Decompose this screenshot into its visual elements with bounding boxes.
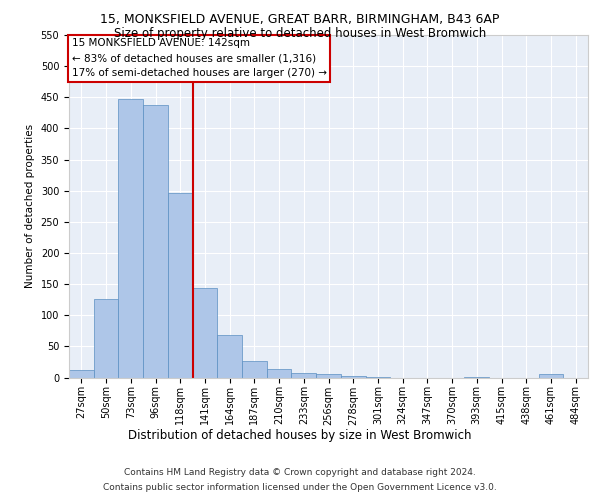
Bar bbox=[168, 192, 193, 378]
Text: 15 MONKSFIELD AVENUE: 142sqm
← 83% of detached houses are smaller (1,316)
17% of: 15 MONKSFIELD AVENUE: 142sqm ← 83% of de… bbox=[71, 38, 326, 78]
Text: 15, MONKSFIELD AVENUE, GREAT BARR, BIRMINGHAM, B43 6AP: 15, MONKSFIELD AVENUE, GREAT BARR, BIRMI… bbox=[100, 12, 500, 26]
Y-axis label: Number of detached properties: Number of detached properties bbox=[25, 124, 35, 288]
Bar bbox=[316, 374, 341, 378]
Text: Size of property relative to detached houses in West Bromwich: Size of property relative to detached ho… bbox=[114, 28, 486, 40]
Bar bbox=[365, 377, 390, 378]
Bar bbox=[292, 372, 316, 378]
Bar bbox=[217, 335, 242, 378]
Bar bbox=[143, 104, 168, 378]
Text: Contains HM Land Registry data © Crown copyright and database right 2024.: Contains HM Land Registry data © Crown c… bbox=[124, 468, 476, 477]
Bar bbox=[341, 376, 365, 378]
Bar bbox=[464, 377, 489, 378]
Bar bbox=[267, 370, 292, 378]
Bar bbox=[69, 370, 94, 378]
Bar bbox=[242, 360, 267, 378]
Bar bbox=[118, 99, 143, 377]
Bar bbox=[539, 374, 563, 378]
Bar bbox=[193, 288, 217, 378]
Text: Distribution of detached houses by size in West Bromwich: Distribution of detached houses by size … bbox=[128, 428, 472, 442]
Text: Contains public sector information licensed under the Open Government Licence v3: Contains public sector information licen… bbox=[103, 483, 497, 492]
Bar bbox=[94, 299, 118, 378]
